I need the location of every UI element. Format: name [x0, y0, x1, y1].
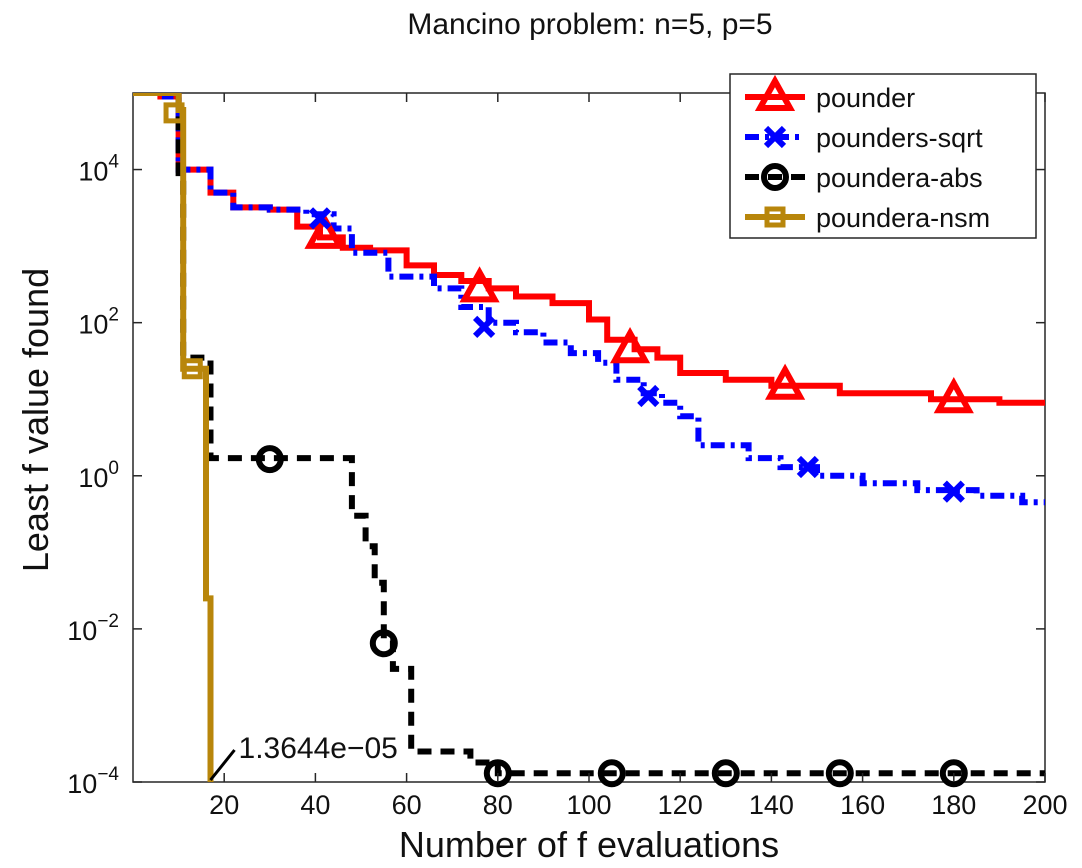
legend-marker-pounders-sqrt: [763, 125, 787, 149]
y-tick-label: 104: [78, 152, 119, 187]
x-tick-label: 140: [749, 790, 794, 820]
data-point-pounder: [933, 377, 974, 414]
x-tick-label: 80: [483, 790, 513, 820]
x-tick-label: 180: [931, 790, 976, 820]
data-point-poundera-abs: [597, 759, 626, 788]
x-axis-label: Number of f evaluations: [399, 824, 779, 865]
legend-marker-pounder: [754, 74, 796, 111]
data-point-pounder: [609, 327, 651, 364]
legend-label-poundera-abs: poundera-abs: [816, 163, 983, 193]
data-point-poundera-nsm: [163, 102, 185, 124]
data-point-poundera-abs: [825, 759, 854, 788]
data-point-pounders-sqrt: [942, 480, 965, 503]
legend-label-pounders-sqrt: pounders-sqrt: [816, 123, 983, 153]
annotation-pointer: [209, 749, 236, 781]
data-point-pounders-sqrt: [637, 384, 660, 408]
x-tick-label: 60: [392, 790, 422, 820]
y-tick-label: 10−4: [67, 764, 119, 799]
x-tick-label: 200: [1022, 790, 1067, 820]
annotation-layer: 1.3644e−05: [209, 732, 398, 781]
series-line-pounders-sqrt: [133, 93, 1045, 506]
data-point-pounders-sqrt: [472, 315, 496, 339]
x-tick-label: 40: [300, 790, 330, 820]
x-tick-label: 120: [658, 790, 703, 820]
data-point-poundera-abs: [939, 759, 968, 788]
tick-layer: 20 40 60 80 100 120 140 160 180 200 10−4 10−2 100 102…: [67, 93, 1068, 820]
data-point-poundera-abs: [711, 759, 740, 788]
y-tick-label: 10−2: [67, 611, 119, 646]
data-point-poundera-abs: [483, 759, 512, 788]
annotation-label: 1.3644e−05: [239, 732, 398, 765]
y-axis-label: Least f value found: [15, 268, 56, 572]
data-point-pounder: [304, 212, 345, 249]
y-tick-label: 100: [78, 458, 119, 493]
legend-marker-poundera-nsm: [764, 206, 786, 228]
data-point-pounder: [764, 363, 806, 400]
legend-label-pounder: pounder: [816, 83, 915, 113]
x-tick-label: 100: [566, 790, 611, 820]
data-point-pounders-sqrt: [308, 207, 332, 230]
data-point-pounder: [459, 266, 500, 303]
legend: pounder pounders-sqrt poundera-abs poundera…: [729, 73, 1037, 239]
data-point-poundera-abs: [255, 445, 284, 474]
data-point-poundera-nsm: [181, 358, 203, 380]
x-tick-label: 160: [840, 790, 885, 820]
data-point-pounders-sqrt: [796, 455, 820, 479]
chart-title: Mancino problem: n=5, p=5: [407, 8, 772, 41]
legend-marker-poundera-abs: [761, 163, 789, 191]
marker-layer: [163, 102, 974, 788]
data-point-poundera-abs: [369, 629, 398, 658]
legend-label-poundera-nsm: poundera-nsm: [816, 203, 990, 233]
x-tick-label: 20: [209, 790, 239, 820]
series-line-poundera-abs: [133, 93, 1045, 777]
y-tick-label: 102: [78, 305, 119, 340]
